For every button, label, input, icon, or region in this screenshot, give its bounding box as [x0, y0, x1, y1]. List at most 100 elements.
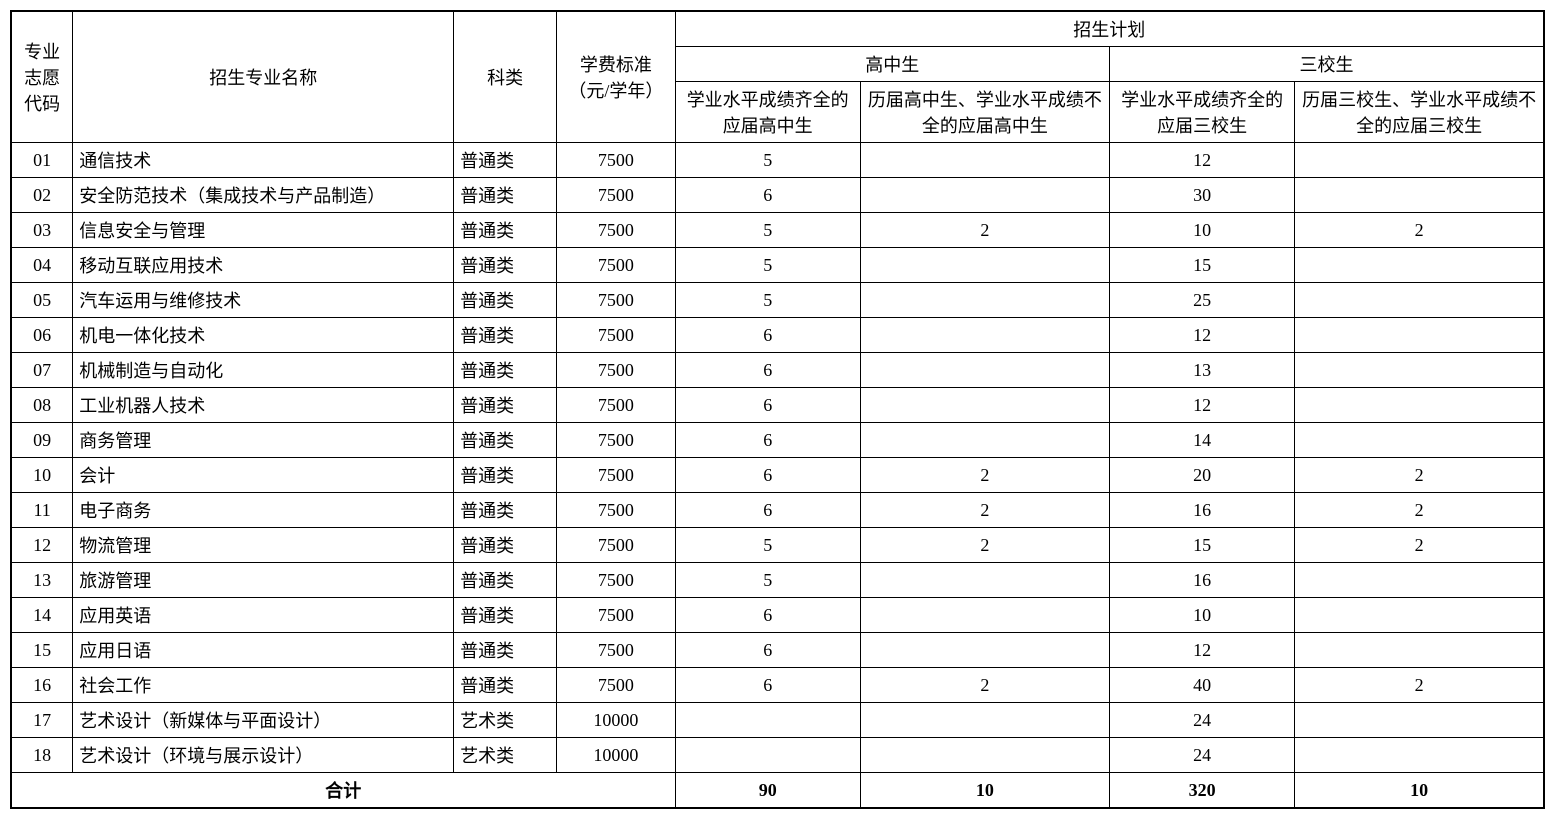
cell-c1: 6 [675, 633, 860, 668]
cell-code: 15 [11, 633, 73, 668]
cell-name: 电子商务 [73, 493, 454, 528]
table-row: 18艺术设计（环境与展示设计）艺术类1000024 [11, 738, 1544, 773]
cell-type: 普通类 [454, 493, 557, 528]
cell-c4 [1295, 563, 1544, 598]
cell-c3: 10 [1109, 213, 1294, 248]
cell-c1: 6 [675, 493, 860, 528]
cell-c2 [860, 178, 1109, 213]
table-row: 17艺术设计（新媒体与平面设计）艺术类1000024 [11, 703, 1544, 738]
cell-name: 旅游管理 [73, 563, 454, 598]
table-row: 13旅游管理普通类7500516 [11, 563, 1544, 598]
cell-c3: 24 [1109, 703, 1294, 738]
cell-c4 [1295, 283, 1544, 318]
cell-c3: 14 [1109, 423, 1294, 458]
table-row: 02安全防范技术（集成技术与产品制造）普通类7500630 [11, 178, 1544, 213]
header-sx-full: 学业水平成绩齐全的应届三校生 [1109, 82, 1294, 143]
header-type: 科类 [454, 11, 557, 143]
cell-c3: 40 [1109, 668, 1294, 703]
cell-type: 普通类 [454, 528, 557, 563]
table-row: 06机电一体化技术普通类7500612 [11, 318, 1544, 353]
cell-fee: 7500 [557, 458, 675, 493]
table-header: 专业志愿代码 招生专业名称 科类 学费标准（元/学年） 招生计划 高中生 三校生… [11, 11, 1544, 143]
cell-c4: 2 [1295, 458, 1544, 493]
table-row: 10会计普通类750062202 [11, 458, 1544, 493]
table-row: 07机械制造与自动化普通类7500613 [11, 353, 1544, 388]
cell-c2 [860, 738, 1109, 773]
cell-c2 [860, 143, 1109, 178]
cell-fee: 7500 [557, 178, 675, 213]
cell-code: 07 [11, 353, 73, 388]
cell-c2: 2 [860, 458, 1109, 493]
cell-c1: 6 [675, 668, 860, 703]
cell-code: 05 [11, 283, 73, 318]
cell-c1: 5 [675, 283, 860, 318]
cell-code: 01 [11, 143, 73, 178]
header-code: 专业志愿代码 [11, 11, 73, 143]
cell-c3: 20 [1109, 458, 1294, 493]
cell-fee: 7500 [557, 668, 675, 703]
cell-c1: 6 [675, 178, 860, 213]
cell-code: 09 [11, 423, 73, 458]
cell-c2: 2 [860, 493, 1109, 528]
cell-c1: 5 [675, 528, 860, 563]
cell-type: 普通类 [454, 458, 557, 493]
cell-type: 普通类 [454, 178, 557, 213]
cell-code: 06 [11, 318, 73, 353]
cell-fee: 7500 [557, 633, 675, 668]
cell-fee: 7500 [557, 388, 675, 423]
cell-type: 普通类 [454, 598, 557, 633]
cell-name: 艺术设计（环境与展示设计） [73, 738, 454, 773]
cell-code: 11 [11, 493, 73, 528]
table-row: 12物流管理普通类750052152 [11, 528, 1544, 563]
table-row: 16社会工作普通类750062402 [11, 668, 1544, 703]
cell-c2 [860, 703, 1109, 738]
cell-code: 17 [11, 703, 73, 738]
cell-type: 普通类 [454, 318, 557, 353]
table-row: 09商务管理普通类7500614 [11, 423, 1544, 458]
table-row: 08工业机器人技术普通类7500612 [11, 388, 1544, 423]
cell-name: 移动互联应用技术 [73, 248, 454, 283]
cell-c4 [1295, 143, 1544, 178]
cell-c3: 12 [1109, 318, 1294, 353]
footer-total-label: 合计 [11, 773, 675, 809]
cell-name: 信息安全与管理 [73, 213, 454, 248]
cell-c3: 15 [1109, 528, 1294, 563]
footer-total-c2: 10 [860, 773, 1109, 809]
cell-name: 社会工作 [73, 668, 454, 703]
header-name: 招生专业名称 [73, 11, 454, 143]
cell-c1 [675, 703, 860, 738]
cell-type: 普通类 [454, 248, 557, 283]
cell-fee: 7500 [557, 213, 675, 248]
table-row: 03信息安全与管理普通类750052102 [11, 213, 1544, 248]
cell-c1: 5 [675, 143, 860, 178]
cell-c3: 16 [1109, 563, 1294, 598]
cell-c3: 13 [1109, 353, 1294, 388]
cell-c4 [1295, 738, 1544, 773]
cell-c4: 2 [1295, 668, 1544, 703]
table-body: 01通信技术普通类750051202安全防范技术（集成技术与产品制造）普通类75… [11, 143, 1544, 773]
header-plan: 招生计划 [675, 11, 1544, 47]
table-row: 14应用英语普通类7500610 [11, 598, 1544, 633]
cell-type: 普通类 [454, 633, 557, 668]
cell-fee: 7500 [557, 423, 675, 458]
cell-c2 [860, 388, 1109, 423]
cell-c3: 12 [1109, 143, 1294, 178]
cell-type: 普通类 [454, 213, 557, 248]
cell-name: 艺术设计（新媒体与平面设计） [73, 703, 454, 738]
cell-name: 机电一体化技术 [73, 318, 454, 353]
cell-c3: 30 [1109, 178, 1294, 213]
cell-type: 艺术类 [454, 703, 557, 738]
cell-fee: 7500 [557, 353, 675, 388]
cell-name: 安全防范技术（集成技术与产品制造） [73, 178, 454, 213]
table-row: 01通信技术普通类7500512 [11, 143, 1544, 178]
header-sx: 三校生 [1109, 47, 1544, 82]
cell-c4 [1295, 318, 1544, 353]
cell-c2 [860, 598, 1109, 633]
cell-c3: 10 [1109, 598, 1294, 633]
cell-c3: 16 [1109, 493, 1294, 528]
cell-name: 汽车运用与维修技术 [73, 283, 454, 318]
header-sx-part: 历届三校生、学业水平成绩不全的应届三校生 [1295, 82, 1544, 143]
cell-fee: 10000 [557, 738, 675, 773]
cell-name: 应用日语 [73, 633, 454, 668]
cell-fee: 7500 [557, 143, 675, 178]
